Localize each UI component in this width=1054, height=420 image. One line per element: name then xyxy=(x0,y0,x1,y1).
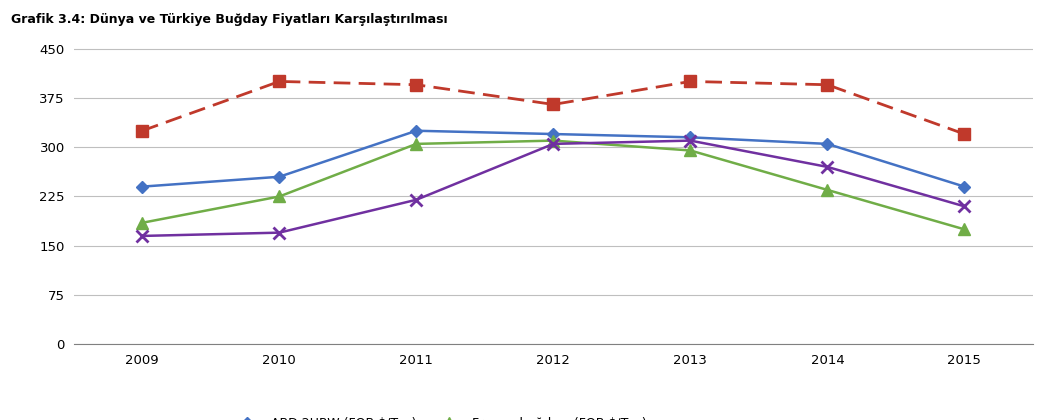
Line: AKS buğdayı ($/Ton): AKS buğdayı ($/Ton) xyxy=(137,76,970,139)
Fransız buğdayı (FOB $/Ton) xyxy=(684,148,697,153)
Rus buğdayı (FOB $/Ton) xyxy=(958,204,971,209)
Line: Fransız buğdayı (FOB $/Ton): Fransız buğdayı (FOB $/Ton) xyxy=(137,135,970,235)
ABD 2HRW (FOB $/Ton) xyxy=(547,131,560,136)
Fransız buğdayı (FOB $/Ton) xyxy=(821,187,834,192)
AKS buğdayı ($/Ton) xyxy=(684,79,697,84)
Text: Grafik 3.4: Dünya ve Türkiye Buğday Fiyatları Karşılaştırılması: Grafik 3.4: Dünya ve Türkiye Buğday Fiya… xyxy=(11,13,447,26)
AKS buğdayı ($/Ton) xyxy=(136,128,149,133)
Fransız buğdayı (FOB $/Ton) xyxy=(136,220,149,225)
Fransız buğdayı (FOB $/Ton) xyxy=(958,227,971,232)
Rus buğdayı (FOB $/Ton) xyxy=(684,138,697,143)
Fransız buğdayı (FOB $/Ton) xyxy=(410,142,423,147)
ABD 2HRW (FOB $/Ton) xyxy=(958,184,971,189)
ABD 2HRW (FOB $/Ton) xyxy=(410,128,423,133)
Rus buğdayı (FOB $/Ton) xyxy=(136,234,149,239)
Fransız buğdayı (FOB $/Ton) xyxy=(547,138,560,143)
ABD 2HRW (FOB $/Ton) xyxy=(136,184,149,189)
ABD 2HRW (FOB $/Ton) xyxy=(821,142,834,147)
Line: ABD 2HRW (FOB $/Ton): ABD 2HRW (FOB $/Ton) xyxy=(138,126,969,191)
Rus buğdayı (FOB $/Ton) xyxy=(410,197,423,202)
ABD 2HRW (FOB $/Ton) xyxy=(684,135,697,140)
Rus buğdayı (FOB $/Ton) xyxy=(547,142,560,147)
AKS buğdayı ($/Ton) xyxy=(958,131,971,136)
ABD 2HRW (FOB $/Ton) xyxy=(273,174,286,179)
Fransız buğdayı (FOB $/Ton) xyxy=(273,194,286,199)
AKS buğdayı ($/Ton) xyxy=(410,82,423,87)
Rus buğdayı (FOB $/Ton) xyxy=(273,230,286,235)
AKS buğdayı ($/Ton) xyxy=(547,102,560,107)
AKS buğdayı ($/Ton) xyxy=(821,82,834,87)
Line: Rus buğdayı (FOB $/Ton): Rus buğdayı (FOB $/Ton) xyxy=(136,134,971,242)
AKS buğdayı ($/Ton) xyxy=(273,79,286,84)
Rus buğdayı (FOB $/Ton) xyxy=(821,164,834,169)
Legend: ABD 2HRW (FOB $/Ton), AKS buğdayı ($/Ton), Fransız buğdayı (FOB $/Ton), Rus buğd: ABD 2HRW (FOB $/Ton), AKS buğdayı ($/Ton… xyxy=(230,417,647,420)
